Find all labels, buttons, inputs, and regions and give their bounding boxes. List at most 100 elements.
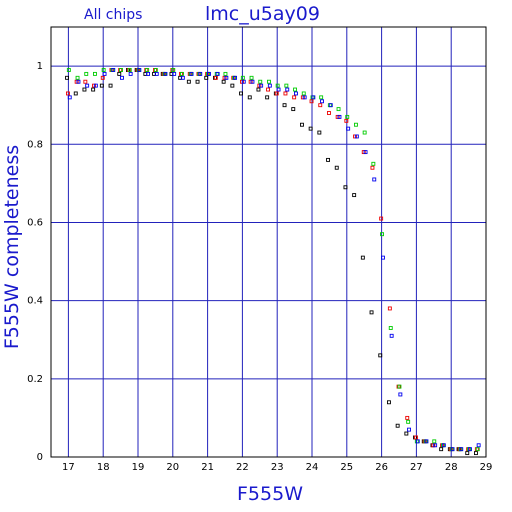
y-axis-label: F555W completeness [1, 145, 23, 349]
y-tick-label: 0.4 [27, 296, 43, 307]
data-point [360, 255, 365, 260]
data-point [387, 400, 391, 405]
data-point [186, 79, 191, 84]
y-tick-label: 0.6 [27, 217, 43, 228]
data-point [450, 447, 455, 452]
x-tick-labels: 17 18 19 20 21 22 23 24 25 26 27 28 29 [62, 462, 492, 473]
data-point [398, 392, 403, 397]
data-point [137, 68, 142, 72]
data-point [101, 68, 106, 72]
chart-title: lmc_u5ay09 [205, 3, 320, 25]
data-point [75, 75, 80, 80]
data-point [319, 95, 324, 100]
data-point [379, 216, 384, 221]
data-point [424, 439, 429, 444]
x-tick-label: 21 [201, 462, 214, 473]
data-point [433, 443, 438, 448]
data-point [404, 431, 409, 436]
data-point [267, 79, 271, 84]
data-point [284, 83, 289, 88]
data-point [84, 71, 89, 76]
data-point [250, 79, 255, 84]
x-tick-label: 25 [340, 462, 353, 473]
data-point [265, 95, 270, 100]
data-point [247, 95, 252, 100]
data-point [371, 161, 376, 166]
x-tick-label: 28 [445, 462, 458, 473]
data-point [334, 165, 339, 170]
data-point [146, 71, 151, 76]
y-tick-label: 0 [37, 452, 43, 463]
y-tick-label: 1 [37, 61, 43, 72]
data-point [100, 75, 105, 80]
data-point [258, 79, 263, 84]
data-point [468, 447, 472, 452]
data-point [476, 443, 481, 448]
data-point [346, 126, 351, 131]
data-point [308, 126, 313, 131]
data-point [352, 193, 357, 198]
data-point [275, 83, 280, 88]
x-tick-label: 17 [62, 462, 75, 473]
x-tick-label: 23 [271, 462, 284, 473]
data-point [369, 310, 374, 315]
data-point [441, 443, 446, 448]
data-point [221, 79, 226, 84]
data-point [92, 71, 97, 76]
data-point [91, 87, 96, 92]
data-point [223, 71, 228, 76]
data-point [153, 68, 158, 72]
data-point [230, 83, 235, 88]
data-point [389, 333, 394, 338]
data-point [119, 68, 124, 72]
y-tick-label: 0.2 [27, 374, 43, 385]
y-tick-labels: 0 0.2 0.4 0.6 0.8 1 [27, 61, 43, 463]
data-point [154, 71, 159, 76]
data-point [276, 87, 281, 92]
x-tick-label: 20 [166, 462, 179, 473]
data-point [362, 130, 367, 135]
data-point [459, 447, 464, 452]
data-point [85, 83, 90, 88]
data-point [432, 439, 437, 444]
scatter-points [65, 68, 481, 456]
data-point [354, 134, 359, 139]
data-point [256, 87, 261, 92]
chips-label: All chips [84, 7, 142, 23]
data-point [293, 87, 297, 92]
data-point [301, 91, 306, 96]
data-point [213, 75, 218, 80]
data-point [180, 75, 185, 80]
data-point [65, 75, 70, 80]
data-point [302, 95, 307, 100]
data-point [171, 68, 176, 72]
data-point [267, 83, 272, 88]
data-point [354, 122, 358, 127]
data-point [195, 79, 200, 84]
data-point [189, 71, 194, 76]
data-point [326, 157, 330, 162]
x-tick-label: 26 [375, 462, 388, 473]
data-point [294, 91, 298, 96]
y-tick-label: 0.8 [27, 139, 43, 150]
data-point [73, 91, 78, 96]
data-point [111, 68, 116, 72]
data-point [128, 71, 133, 76]
data-point [240, 75, 245, 80]
data-point [291, 107, 296, 112]
data-point [274, 91, 279, 96]
data-point [172, 71, 177, 76]
data-point [163, 71, 168, 76]
data-point [475, 447, 480, 452]
data-point [439, 447, 444, 452]
data-point [283, 91, 288, 96]
data-point [108, 83, 113, 88]
data-point [285, 87, 290, 92]
x-tick-label: 27 [410, 462, 423, 473]
data-point [119, 75, 124, 80]
data-point [372, 177, 377, 182]
data-point [127, 68, 132, 72]
data-point [388, 326, 393, 330]
